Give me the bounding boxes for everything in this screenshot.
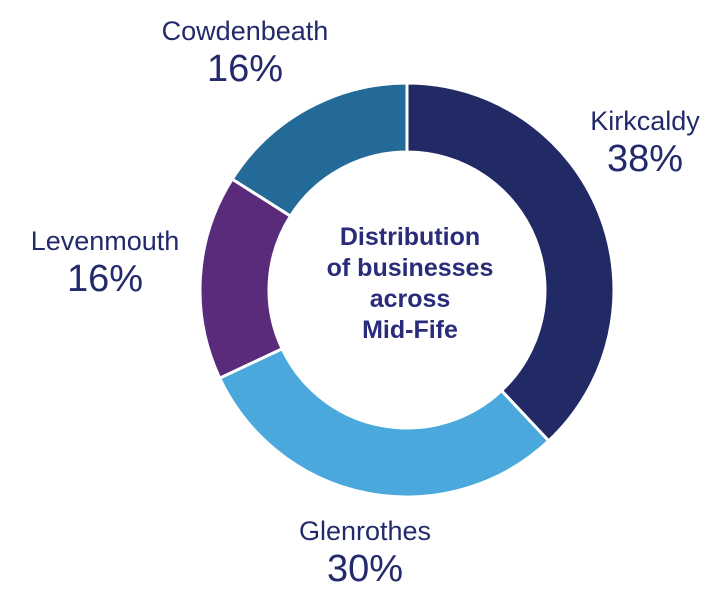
slice-name: Glenrothes bbox=[298, 516, 432, 546]
chart-title-line: Mid-Fife bbox=[362, 316, 458, 344]
slice-label-levenmouth: Levenmouth 16% bbox=[10, 225, 200, 301]
chart-title: Distribution of businesses across Mid-Fi… bbox=[300, 222, 520, 346]
chart-title-line: of businesses bbox=[326, 254, 494, 282]
slice-name: Levenmouth bbox=[30, 226, 180, 256]
slice-value: 30% bbox=[326, 548, 404, 590]
slice-label-glenrothes: Glenrothes 30% bbox=[270, 515, 460, 591]
slice-name: Cowdenbeath bbox=[161, 16, 329, 46]
slice-value: 16% bbox=[66, 258, 144, 300]
slice-value: 38% bbox=[606, 138, 684, 180]
donut-slice-kirkcaldy bbox=[405, 81, 616, 444]
donut-slice-glenrothes bbox=[217, 346, 551, 499]
slice-name: Kirkcaldy bbox=[590, 106, 700, 136]
slice-value: 16% bbox=[206, 48, 284, 90]
slice-label-kirkcaldy: Kirkcaldy 38% bbox=[555, 105, 728, 181]
chart-title-line: across bbox=[369, 285, 451, 313]
slice-label-cowdenbeath: Cowdenbeath 16% bbox=[145, 15, 345, 91]
chart-title-line: Distribution bbox=[339, 223, 481, 251]
donut-slice-cowdenbeath bbox=[230, 81, 409, 219]
